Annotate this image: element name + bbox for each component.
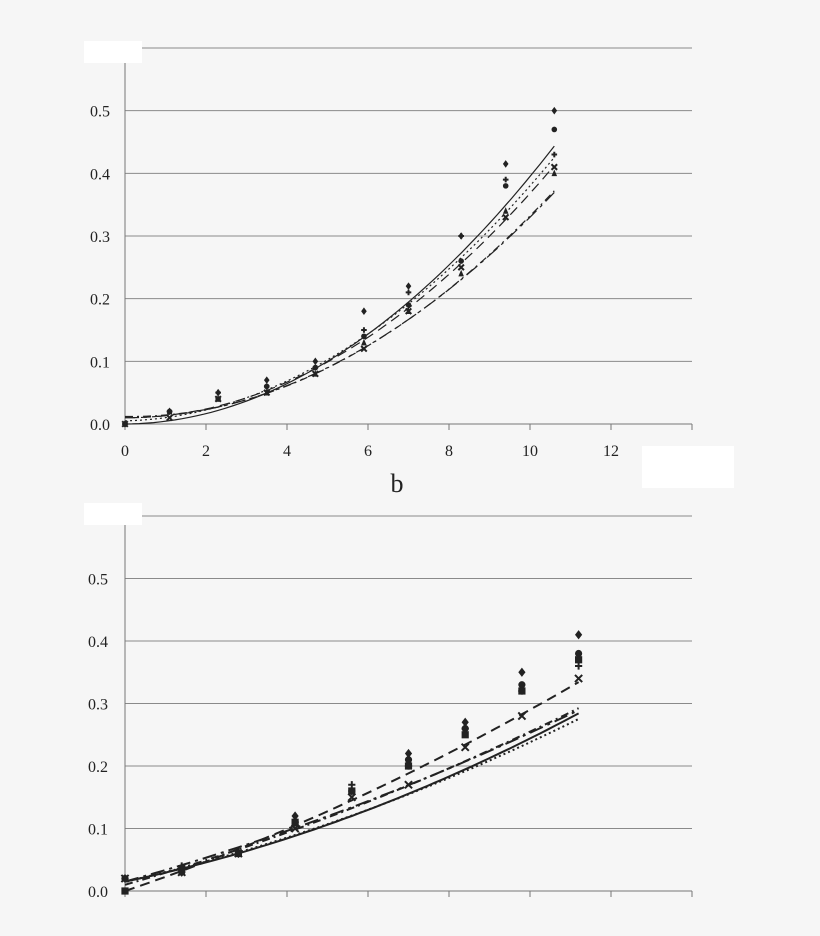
y-tick-label: 0.5: [90, 104, 110, 121]
data-point-s5: [551, 169, 558, 177]
y-tick-label: 0.3: [90, 229, 110, 246]
data-point-s5: [177, 867, 187, 877]
y-tick-label: 0.1: [90, 354, 110, 371]
y-tick-label: 0.2: [88, 759, 108, 776]
data-point-s5: [574, 674, 583, 683]
data-point-s5: [166, 407, 173, 415]
series-line-2: [124, 718, 580, 883]
data-point-s5: [361, 338, 367, 346]
data-point-s4: [166, 414, 174, 422]
data-point-s1: [551, 106, 558, 115]
x-tick-label: 6: [364, 443, 372, 460]
mask-box-bottom: [84, 503, 142, 525]
series-line-4: [125, 190, 555, 418]
data-point-s3: [312, 364, 319, 371]
data-point-s3: [575, 656, 583, 664]
data-point-s1: [291, 811, 299, 821]
chart-bottom: 0.0 0.1 0.2 0.3 0.4 0.5: [88, 515, 693, 901]
data-point-s1: [405, 282, 412, 290]
data-point-s5: [263, 388, 270, 396]
data-point-s5: [458, 269, 464, 277]
data-point-s2: [551, 126, 558, 133]
data-point-s5: [312, 370, 319, 377]
x-tick-label: 10: [522, 443, 538, 460]
data-point-s3: [458, 233, 464, 239]
data-point-s3: [405, 289, 412, 296]
x-tick-label: 4: [283, 443, 291, 460]
x-tick-label: 8: [445, 443, 453, 460]
series-line-1: [124, 145, 555, 425]
data-point-s4: [348, 781, 356, 789]
data-point-s3: [551, 151, 558, 158]
data-point-s5: [120, 874, 130, 883]
data-point-s2: [518, 681, 526, 689]
data-point-s4: [550, 163, 558, 171]
data-point-s2: [404, 756, 413, 764]
left-crop: [0, 560, 88, 910]
data-point-s3: [461, 731, 469, 739]
data-point-s1: [575, 630, 583, 640]
data-point-s1: [461, 717, 469, 727]
data-point-s4: [518, 687, 526, 695]
data-point-s4: [457, 263, 465, 271]
data-point-s5: [405, 307, 412, 314]
data-point-s5: [215, 395, 221, 402]
data-point-s1: [312, 357, 319, 366]
series-line-3: [124, 681, 580, 892]
data-point-s5: [290, 824, 300, 833]
series-line-3: [125, 165, 555, 419]
data-point-s3: [215, 389, 221, 396]
data-point-s4: [502, 213, 510, 221]
y-tick-label: 0.0: [88, 884, 108, 901]
y-tick-label: 0.1: [88, 822, 108, 839]
x-tick-label: 2: [202, 443, 210, 460]
series-line-2: [124, 157, 555, 422]
series-line-4: [124, 707, 580, 886]
data-point-s4: [461, 724, 469, 733]
y-tick-label: 0.4: [90, 166, 110, 183]
series-line-5: [125, 191, 555, 419]
chart-top: 0 2 4 6 8 10 12 0.0 0.1 0.2 0.3 0.4 0.5: [90, 47, 693, 460]
data-point-s1: [404, 748, 413, 759]
y-tick-label: 0.5: [88, 572, 108, 589]
data-point-s1: [361, 307, 367, 315]
data-point-s5: [502, 207, 509, 214]
mask-box-top: [84, 41, 142, 63]
data-point-s3: [502, 176, 509, 183]
data-point-s1: [518, 667, 526, 677]
data-point-s5: [404, 780, 413, 790]
data-point-s3: [361, 327, 367, 333]
panel-label: b: [391, 469, 404, 498]
data-point-s2: [575, 649, 583, 658]
data-point-s5: [234, 849, 243, 858]
data-point-s5: [517, 711, 527, 721]
data-point-s4: [291, 818, 299, 826]
data-point-s1: [502, 160, 509, 168]
data-point-s5: [347, 792, 357, 802]
mask-box-mid: [642, 446, 734, 488]
data-point-s3: [348, 787, 356, 795]
y-tick-label: 0.4: [88, 634, 108, 651]
y-tick-label: 0.3: [88, 697, 108, 714]
data-point-s2: [361, 333, 367, 340]
data-point-s5: [122, 420, 128, 427]
data-point-s1: [263, 376, 270, 384]
data-point-s5: [460, 742, 470, 752]
data-point-s2: [502, 183, 509, 189]
data-point-s4: [404, 762, 413, 770]
x-tick-label: 0: [121, 443, 129, 460]
data-point-s4: [575, 662, 583, 670]
data-point-s3: [263, 383, 270, 390]
data-point-s2: [458, 258, 464, 264]
y-tick-label: 0.2: [90, 292, 110, 309]
y-tick-label: 0.0: [90, 417, 110, 434]
x-tick-label: 12: [603, 443, 619, 460]
data-point-s3: [121, 887, 129, 895]
